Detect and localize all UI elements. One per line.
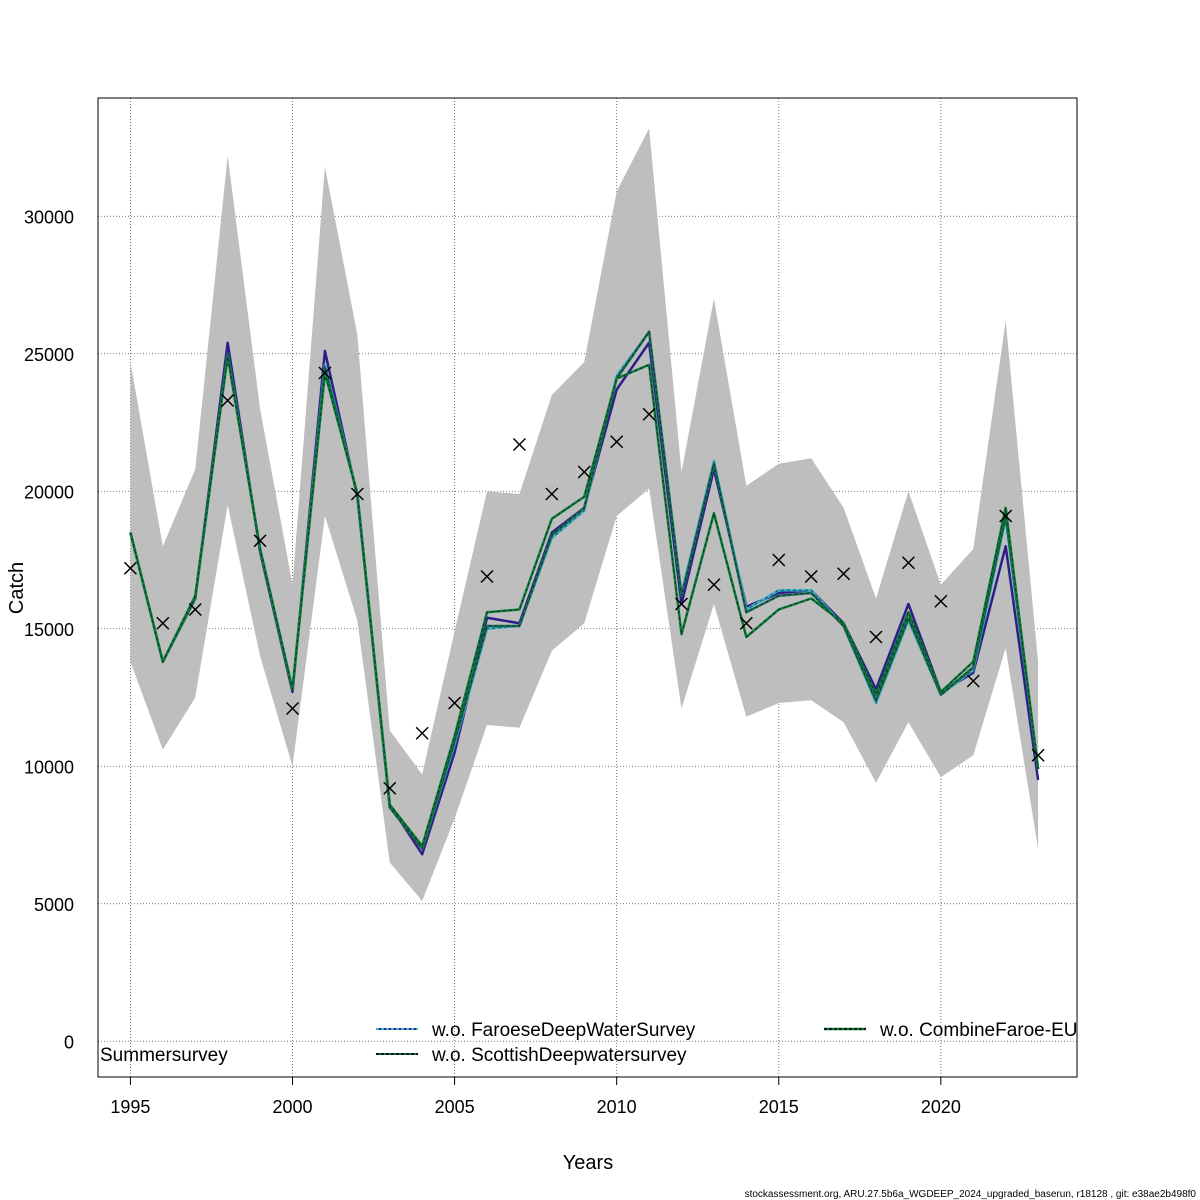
obs-marker-2018: [869, 630, 883, 644]
confidence-band: [130, 128, 1039, 901]
obs-marker-2015: [772, 553, 786, 567]
obs-marker-2005: [448, 696, 462, 710]
obs-marker-2013: [707, 578, 721, 592]
obs-marker-2014: [739, 616, 753, 630]
legend: Summersurvey w.o. FaroeseDeepWaterSurvey…: [100, 1020, 1077, 1066]
obs-marker-stroke-b: [188, 602, 202, 617]
obs-marker-2021: [966, 674, 980, 688]
y-tick-label-25000: 25000: [24, 345, 74, 365]
obs-marker-stroke-b: [318, 366, 332, 380]
y-tick-label-20000: 20000: [24, 482, 74, 502]
obs-marker-2006: [480, 569, 494, 584]
obs-marker-stroke-b: [221, 393, 235, 408]
obs-marker-2019: [901, 556, 915, 570]
legend-label-scottish: w.o. ScottishDeepwatersurvey: [431, 1045, 687, 1066]
obs-marker-stroke-b: [804, 569, 818, 584]
obs-marker-stroke-b: [642, 407, 656, 421]
obs-marker-1999: [253, 534, 267, 548]
obs-marker-2004: [415, 726, 429, 740]
obs-marker-stroke-b: [772, 553, 786, 567]
y-axis: 0 5000 10000 15000 20000 25000 30000: [24, 207, 74, 1052]
obs-marker-2022: [999, 509, 1013, 523]
obs-marker-2017: [837, 567, 851, 581]
obs-marker-2011: [642, 407, 656, 421]
plot-frame: [97, 97, 1078, 1078]
obs-marker-1995: [123, 561, 137, 575]
obs-marker-2003: [383, 781, 397, 795]
obs-marker-stroke-b: [285, 701, 300, 716]
obs-marker-stroke-b: [837, 567, 851, 581]
obs-marker-2023: [1031, 748, 1045, 762]
obs-marker-stroke-b: [448, 696, 462, 710]
obs-marker-stroke-b: [123, 561, 137, 575]
legend-label-faroese: w.o. FaroeseDeepWaterSurvey: [431, 1020, 696, 1041]
obs-marker-2007: [512, 437, 526, 452]
series-line-dash-3: [129, 356, 1039, 848]
obs-marker-2009: [577, 465, 591, 479]
obs-marker-stroke-b: [999, 509, 1013, 523]
obs-marker-stroke-b: [1031, 748, 1045, 762]
obs-marker-stroke-b: [934, 594, 948, 608]
obs-marker-stroke-b: [610, 435, 624, 449]
obs-marker-1998: [221, 393, 235, 408]
x-tick-label-2005: 2005: [435, 1097, 475, 1117]
observation-markers: [123, 366, 1045, 795]
obs-marker-stroke-b: [350, 487, 364, 501]
confidence-band-area: [130, 128, 1039, 901]
obs-marker-stroke-b: [253, 534, 267, 548]
obs-marker-2001: [318, 366, 332, 380]
obs-marker-stroke-b: [383, 781, 397, 795]
x-axis-title: Years: [563, 1152, 613, 1174]
x-axis: 1995 2000 2005 2010 2015 2020: [110, 1077, 961, 1117]
obs-marker-stroke-b: [415, 726, 429, 740]
x-tick-label-2020: 2020: [921, 1097, 961, 1117]
obs-marker-stroke-b: [966, 674, 980, 688]
obs-marker-stroke-b: [156, 616, 170, 630]
x-tick-label-2010: 2010: [597, 1097, 637, 1117]
obs-marker-2010: [610, 435, 624, 449]
y-tick-label-5000: 5000: [34, 895, 74, 915]
y-tick-label-10000: 10000: [24, 757, 74, 777]
obs-marker-2000: [285, 701, 300, 716]
y-tick-label-15000: 15000: [24, 620, 74, 640]
legend-label-summersurvey: Summersurvey: [100, 1045, 228, 1066]
x-tick-label-2000: 2000: [272, 1097, 312, 1117]
obs-marker-2020: [934, 594, 948, 608]
obs-marker-stroke-b: [869, 630, 883, 644]
footer-caption: stockassessment.org, ARU.27.5b6a_WGDEEP_…: [745, 1189, 1197, 1200]
obs-marker-2008: [545, 487, 559, 501]
x-tick-label-1995: 1995: [110, 1097, 150, 1117]
obs-marker-stroke-b: [674, 597, 689, 611]
obs-marker-stroke-b: [707, 578, 721, 592]
series-lines: [129, 330, 1040, 856]
obs-marker-1996: [156, 616, 170, 630]
obs-marker-stroke-b: [577, 465, 591, 479]
obs-marker-stroke-b: [545, 487, 559, 501]
obs-marker-stroke-b: [512, 437, 526, 452]
y-tick-label-30000: 30000: [24, 207, 74, 227]
obs-marker-1997: [188, 602, 202, 617]
obs-marker-stroke-b: [901, 556, 915, 570]
x-tick-label-2015: 2015: [759, 1097, 799, 1117]
legend-label-combine: w.o. CombineFaroe-EU: [879, 1020, 1077, 1041]
obs-marker-2002: [350, 487, 364, 501]
obs-marker-2012: [674, 597, 689, 611]
obs-marker-stroke-b: [739, 616, 753, 630]
obs-marker-2016: [804, 569, 818, 584]
y-tick-label-0: 0: [64, 1032, 74, 1052]
y-axis-title: Catch: [6, 562, 28, 614]
obs-marker-stroke-b: [480, 569, 494, 584]
